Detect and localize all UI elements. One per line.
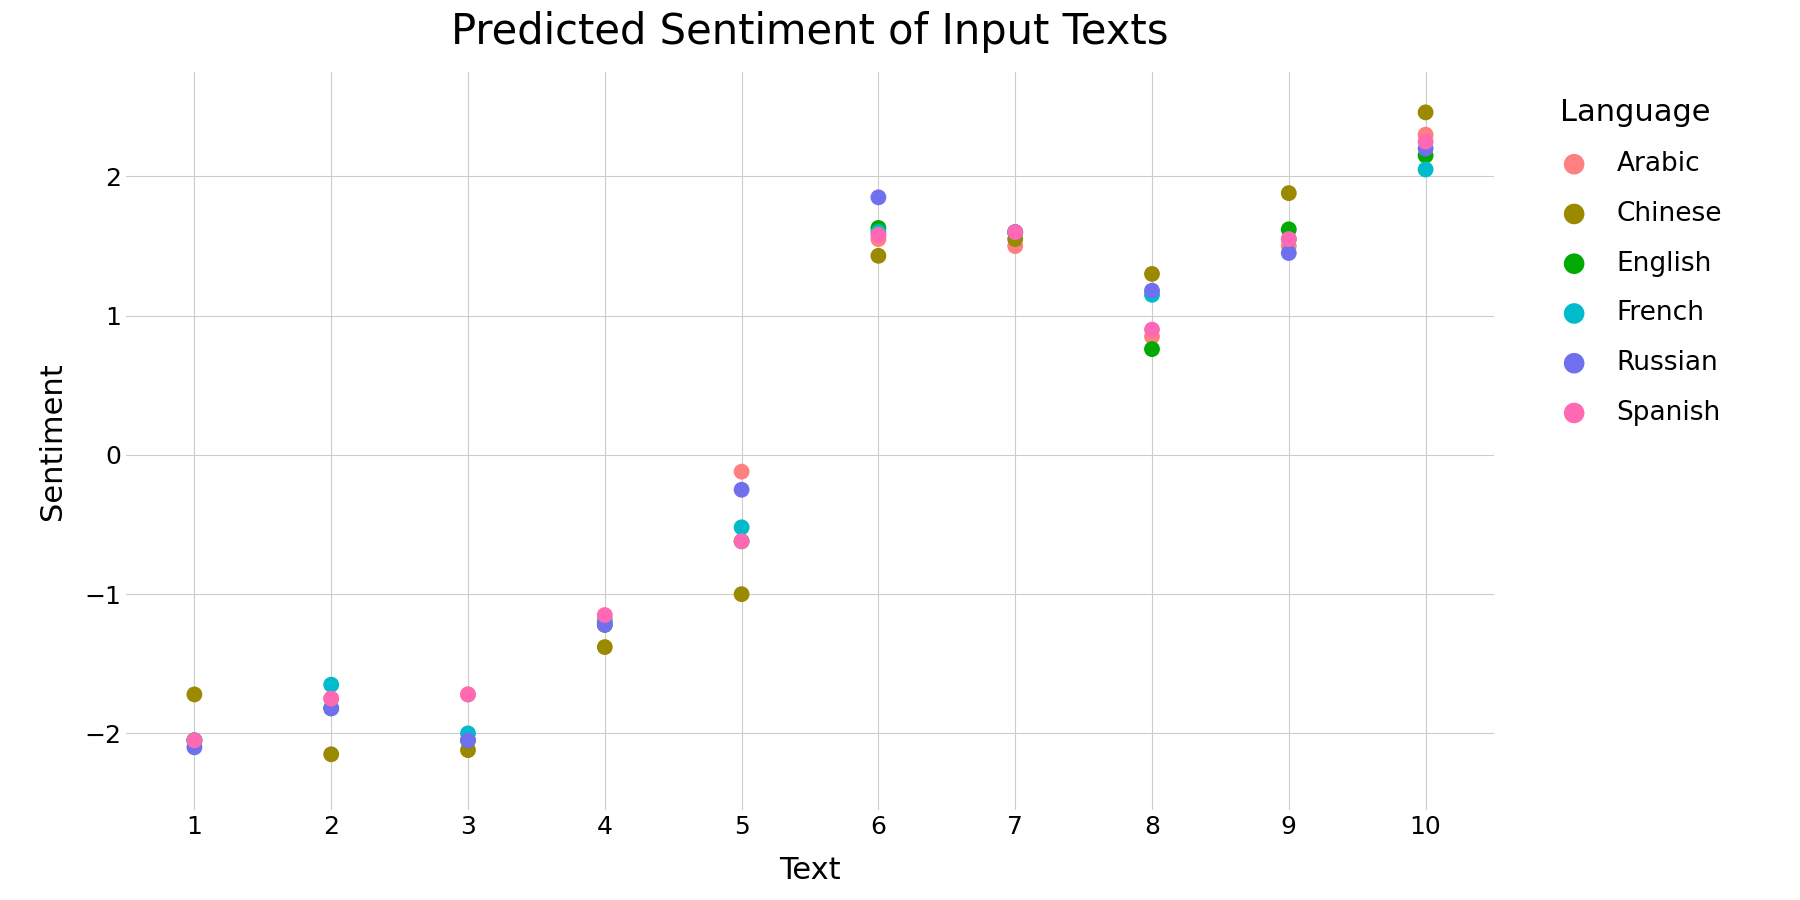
Spanish [1274,232,1303,247]
Spanish [727,534,756,548]
Chinese [454,742,482,757]
Russian [180,740,209,754]
French [1411,162,1440,176]
Chinese [590,640,619,654]
Chinese [727,587,756,601]
Arabic [1411,128,1440,142]
Chinese [180,688,209,702]
Chinese [1274,186,1303,201]
Spanish [1001,225,1030,239]
Russian [590,617,619,632]
English [1274,222,1303,237]
Chinese [864,248,893,263]
French [1274,232,1303,247]
Spanish [317,691,346,706]
French [317,678,346,692]
Arabic [864,232,893,247]
Russian [727,482,756,497]
French [1138,288,1166,302]
Legend: Arabic, Chinese, English, French, Russian, Spanish: Arabic, Chinese, English, French, Russia… [1535,86,1735,439]
Spanish [864,228,893,242]
French [590,615,619,629]
English [1411,148,1440,163]
Chinese [1411,105,1440,120]
Chinese [317,747,346,761]
Russian [1274,246,1303,260]
Title: Predicted Sentiment of Input Texts: Predicted Sentiment of Input Texts [452,11,1168,53]
French [454,726,482,741]
English [454,734,482,748]
Y-axis label: Sentiment: Sentiment [38,362,67,520]
Arabic [454,688,482,702]
Russian [1411,141,1440,156]
English [727,534,756,548]
English [590,617,619,632]
English [1138,342,1166,356]
Arabic [1001,238,1030,253]
English [317,701,346,716]
French [864,225,893,239]
Spanish [1138,322,1166,337]
Chinese [1001,232,1030,247]
Arabic [590,612,619,626]
Russian [1001,225,1030,239]
X-axis label: Text: Text [779,856,841,885]
English [1001,225,1030,239]
Arabic [1138,329,1166,344]
Russian [317,701,346,716]
Spanish [454,688,482,702]
Russian [864,190,893,204]
French [180,734,209,748]
Arabic [727,464,756,479]
Chinese [1138,266,1166,281]
English [864,220,893,235]
Spanish [180,734,209,748]
French [1001,225,1030,239]
Arabic [1274,238,1303,253]
Arabic [180,734,209,748]
Spanish [1411,134,1440,148]
Arabic [317,691,346,706]
Spanish [590,608,619,622]
Russian [454,734,482,748]
English [180,734,209,748]
French [727,520,756,535]
Russian [1138,284,1166,298]
